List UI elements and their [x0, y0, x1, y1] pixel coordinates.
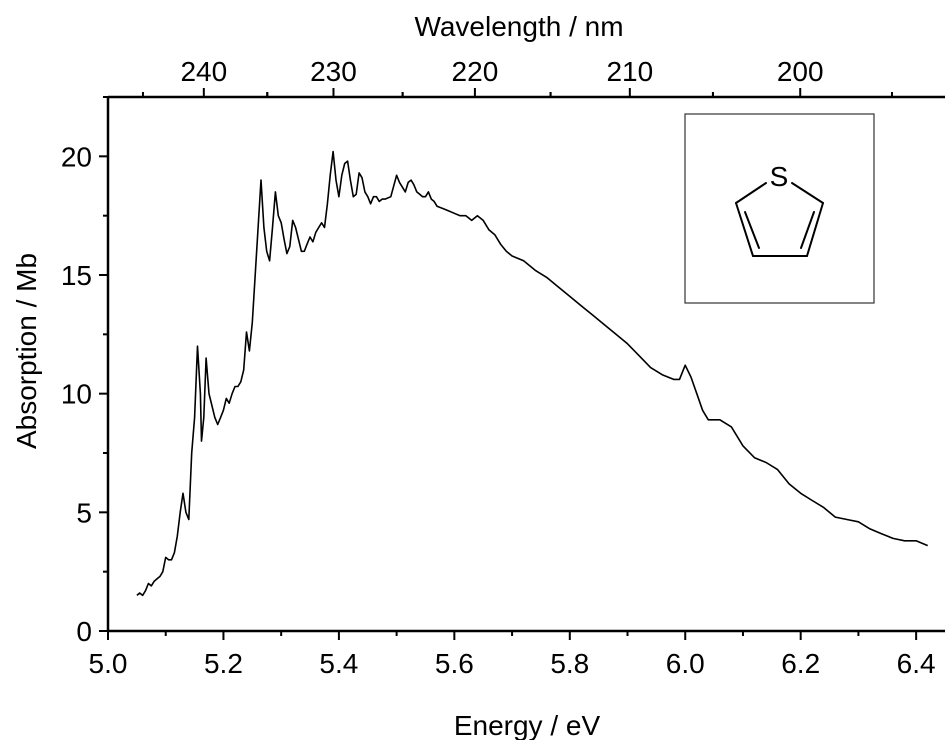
x2-tick-label: 220 [452, 56, 499, 87]
top-axis-label: Wavelength / nm [414, 11, 623, 42]
x-tick-label: 5.8 [550, 648, 589, 679]
x-tick-label: 5.6 [435, 648, 474, 679]
x2-tick-label: 210 [606, 56, 653, 87]
x-tick-label: 5.0 [89, 648, 128, 679]
x-axis-label: Energy / eV [454, 710, 601, 740]
tick-labels: 5.0 5.2 5.4 5.6 5.8 6.0 6.2 6.4 0 5 10 15 20 240 230 22… [61, 56, 936, 679]
x-tick-label: 6.4 [897, 648, 936, 679]
x2-tick-label: 240 [180, 56, 227, 87]
x-tick-label: 6.0 [666, 648, 705, 679]
y-tick-label: 10 [61, 379, 92, 410]
y-tick-label: 20 [61, 141, 92, 172]
absorption-series-line [136, 150, 929, 597]
x-tick-label: 5.2 [204, 648, 243, 679]
inset-frame [684, 113, 875, 304]
y-tick-label: 5 [76, 497, 92, 528]
tick-marks [99, 88, 918, 640]
axes [106, 95, 945, 633]
thiophene-ring-icon [735, 182, 824, 257]
y-axis-label: Absorption / Mb [11, 253, 42, 449]
y-tick-label: 15 [61, 260, 92, 291]
x2-tick-label: 200 [777, 56, 824, 87]
y-tick-label: 0 [76, 616, 92, 647]
x2-tick-label: 230 [310, 56, 357, 87]
x-tick-label: 5.4 [319, 648, 358, 679]
inset-sulfur-label: S [770, 161, 789, 192]
x-tick-label: 6.2 [781, 648, 820, 679]
thiophene-structure-inset: S [684, 113, 875, 304]
